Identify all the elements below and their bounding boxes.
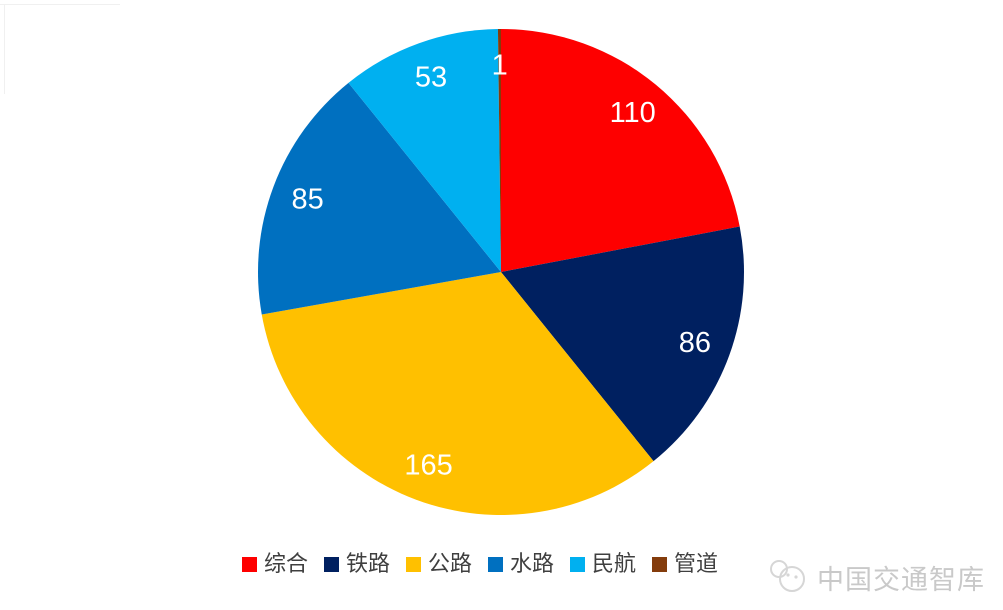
data-label-railway: 86 (679, 327, 711, 359)
legend-swatch-comprehensive (241, 556, 257, 572)
legend-label-civil-aviation: 民航 (592, 551, 637, 576)
frame-line (4, 4, 5, 94)
legend-item-pipeline: 管道 (652, 551, 718, 577)
data-label-highway: 165 (404, 449, 452, 481)
data-label-waterway: 85 (291, 184, 323, 216)
legend-swatch-pipeline (652, 556, 668, 572)
legend-swatch-railway (323, 556, 339, 572)
data-label-pipeline: 1 (492, 50, 508, 82)
legend-label-waterway: 水路 (510, 551, 555, 576)
legend-label-railway: 铁路 (345, 551, 390, 576)
legend-label-pipeline: 管道 (674, 551, 719, 576)
data-label-comprehensive: 110 (610, 97, 656, 129)
legend-label-comprehensive: 综合 (263, 551, 308, 576)
pie-slice-comprehensive (501, 29, 740, 272)
legend-label-highway: 公路 (427, 551, 472, 576)
legend-item-comprehensive: 综合 (241, 551, 308, 577)
pie-data-labels: 110 86 165 85 53 1 (291, 50, 711, 482)
frame-line (0, 4, 120, 5)
pie-slices (257, 29, 745, 516)
watermark: 中国交通智库 (767, 556, 985, 598)
pie-slice-railway (501, 226, 745, 462)
data-label-civil-aviation: 53 (415, 62, 447, 94)
legend-item-railway: 铁路 (323, 551, 390, 577)
chart-legend: 综合 铁路 公路 水路 民航 管道 (0, 551, 960, 577)
legend-item-civil-aviation: 民航 (570, 551, 636, 577)
pie-slice-waterway (257, 82, 501, 315)
watermark-text: 中国交通智库 (817, 564, 985, 595)
legend-swatch-civil-aviation (570, 556, 586, 572)
pie-slice-pipeline (497, 29, 501, 272)
legend-swatch-waterway (488, 556, 503, 572)
legend-swatch-highway (405, 556, 421, 572)
legend-item-highway: 公路 (405, 551, 472, 577)
pie-slice-civil-aviation (348, 29, 501, 272)
thinktank-logo-icon (770, 560, 805, 592)
legend-item-waterway: 水路 (488, 551, 554, 577)
pie-slice-highway (261, 272, 654, 516)
